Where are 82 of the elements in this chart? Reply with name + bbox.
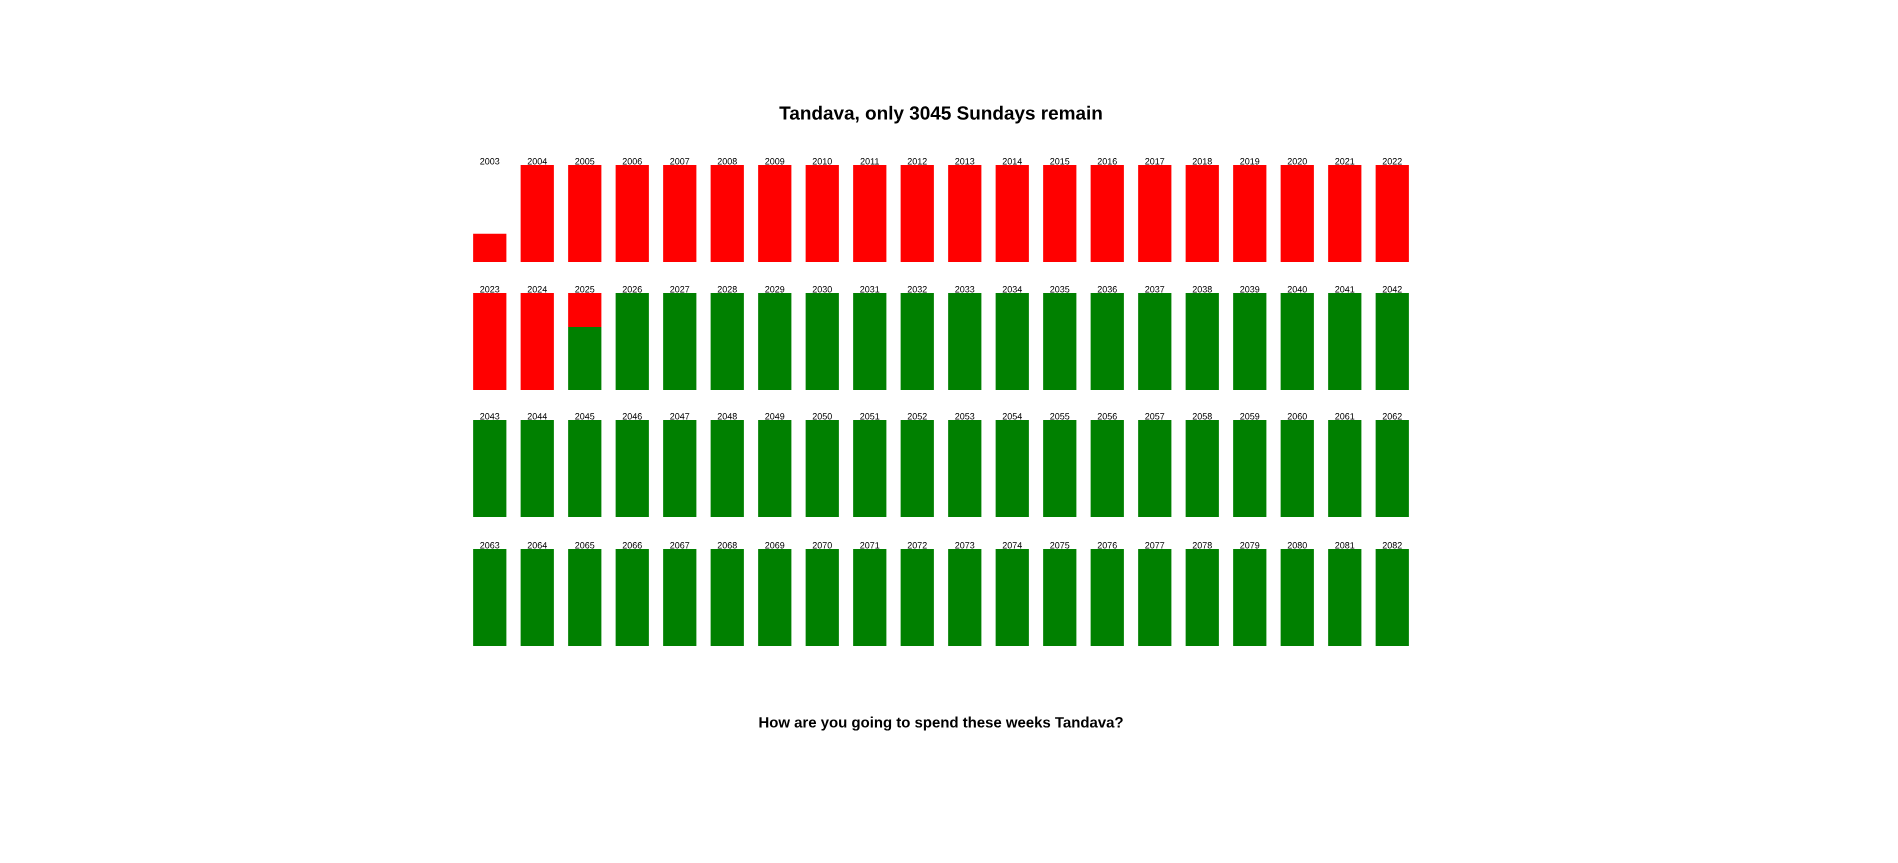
x-tick-label: 2028 [717,286,737,293]
x-tick-label: 2021 [1335,158,1355,165]
x-tick-label: 2003 [480,158,500,165]
x-tick-label: 2027 [670,286,690,293]
x-tick-label: 2079 [1240,542,1260,549]
x-tick-label: 2048 [717,413,737,420]
x-tick-label: 2016 [1097,158,1117,165]
x-tick-label: 2024 [527,286,547,293]
x-tick-label: 2071 [860,542,880,549]
x-tick-label: 2038 [1192,286,1212,293]
x-tick-label: 2033 [955,286,975,293]
x-tick-label: 2070 [812,542,832,549]
x-tick-label: 2068 [717,542,737,549]
x-tick-label: 2045 [575,413,595,420]
x-tick-label: 2014 [1002,158,1022,165]
x-tick-label: 2052 [907,413,927,420]
x-tick-label: 2032 [907,286,927,293]
x-tick-label: 2056 [1097,413,1117,420]
x-tick-label: 2069 [765,542,785,549]
x-tick-label: 2023 [480,286,500,293]
x-tick-label: 2010 [812,158,832,165]
x-tick-label: 2074 [1002,542,1022,549]
chart-title: Tandava, only 3045 Sundays remain [779,105,1102,124]
x-tick-label: 2067 [670,542,690,549]
x-tick-label: 2059 [1240,413,1260,420]
x-tick-label: 2051 [860,413,880,420]
x-tick-label: 2054 [1002,413,1022,420]
x-tick-label: 2047 [670,413,690,420]
x-tick-label: 2011 [860,158,879,165]
x-tick-label: 2026 [622,286,642,293]
x-tick-label: 2082 [1382,542,1402,549]
x-tick-label: 2044 [527,413,547,420]
x-tick-label: 2053 [955,413,975,420]
x-tick-label: 2046 [622,413,642,420]
x-tick-label: 2073 [955,542,975,549]
x-tick-label: 2065 [575,542,595,549]
x-tick-label: 2012 [907,158,927,165]
x-tick-label: 2080 [1287,542,1307,549]
x-tick-label: 2035 [1050,286,1070,293]
x-tick-label: 2076 [1097,542,1117,549]
x-tick-label: 2006 [622,158,642,165]
x-tick-label: 2008 [717,158,737,165]
x-tick-label: 2072 [907,542,927,549]
x-tick-label: 2055 [1050,413,1070,420]
x-tick-label: 2015 [1050,158,1070,165]
x-tick-label: 2049 [765,413,785,420]
x-tick-label: 2039 [1240,286,1260,293]
x-tick-label: 2005 [575,158,595,165]
x-tick-label: 2020 [1287,158,1307,165]
x-tick-label: 2009 [765,158,785,165]
x-tick-label: 2077 [1145,542,1165,549]
x-tick-label: 2025 [575,286,595,293]
x-tick-label: 2022 [1382,158,1402,165]
x-tick-label: 2031 [860,286,880,293]
x-tick-label: 2019 [1240,158,1260,165]
x-tick-label: 2075 [1050,542,1070,549]
x-tick-label: 2018 [1192,158,1212,165]
x-tick-label: 2017 [1145,158,1165,165]
x-tick-label: 2066 [622,542,642,549]
x-tick-label: 2043 [480,413,500,420]
x-tick-label: 2081 [1335,542,1355,549]
x-tick-label: 2057 [1145,413,1165,420]
x-tick-label: 2007 [670,158,690,165]
x-tick-label: 2060 [1287,413,1307,420]
x-tick-label: 2034 [1002,286,1022,293]
x-tick-label: 2004 [527,158,547,165]
x-tick-label: 2078 [1192,542,1212,549]
text: How are you going to spend these weeks Tandava? [759,716,1123,731]
x-tick-label: 2040 [1287,286,1307,293]
x-tick-label: 2036 [1097,286,1117,293]
x-tick-label: 2061 [1335,413,1355,420]
x-tick-label: 2037 [1145,286,1165,293]
x-tick-label: 2050 [812,413,832,420]
x-tick-label: 2042 [1382,286,1402,293]
x-tick-label: 2041 [1335,286,1355,293]
x-tick-label: 2062 [1382,413,1402,420]
x-tick-label: 2013 [955,158,975,165]
x-tick-label: 2029 [765,286,785,293]
x-tick-label: 2064 [527,542,547,549]
x-tick-label: 2063 [480,542,500,549]
x-tick-label: 2058 [1192,413,1212,420]
x-tick-label: 2030 [812,286,832,293]
